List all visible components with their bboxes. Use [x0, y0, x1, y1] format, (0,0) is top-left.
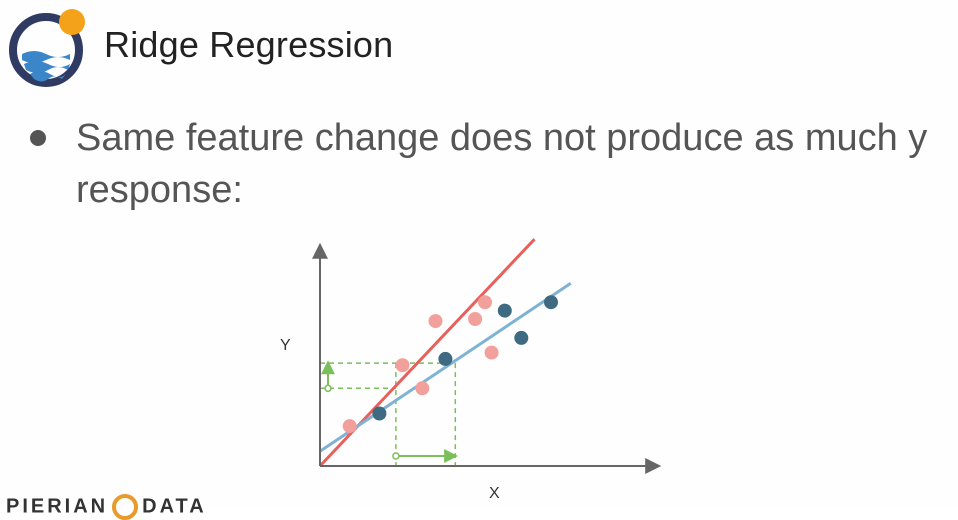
footer-brand: PIERIAN DATA	[6, 494, 207, 520]
pierian-data-logo-icon	[9, 9, 85, 87]
bullet-text: Same feature change does not produce as …	[76, 117, 928, 211]
data-point-s1-3	[514, 330, 529, 345]
data-point-s0-0	[342, 419, 357, 434]
x-axis-label: X	[489, 485, 500, 502]
ridge-regression-chart: Y X	[280, 238, 662, 502]
data-point-s0-6	[484, 345, 499, 360]
data-point-s0-2	[415, 381, 430, 396]
y-axis-label: Y	[280, 337, 291, 354]
slide: Ridge Regression Same feature change doe…	[6, 9, 928, 520]
brand-mark-icon	[112, 494, 139, 520]
guide-lines	[320, 360, 459, 466]
x-step-origin	[392, 452, 400, 460]
data-point-s0-1	[395, 358, 410, 373]
data-point-s1-2	[497, 303, 512, 318]
data-point-s1-4	[544, 295, 558, 310]
regression-line-3	[319, 282, 572, 453]
data-point-s1-0	[372, 406, 387, 421]
y-step-origin	[324, 384, 332, 393]
data-point-s0-5	[478, 295, 492, 310]
data-point-s0-3	[428, 314, 443, 329]
data-point-s0-4	[468, 312, 483, 326]
brand-right-text: DATA	[142, 495, 207, 518]
data-point-s1-1	[438, 351, 453, 366]
brand-left-text: PIERIAN	[6, 495, 109, 518]
bullet-dot-icon	[30, 130, 46, 146]
data-points	[342, 295, 558, 434]
slide-title: Ridge Regression	[104, 24, 394, 65]
